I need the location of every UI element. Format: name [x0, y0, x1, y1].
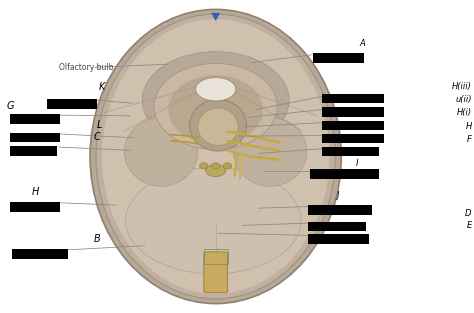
Text: Olfactory bulb: Olfactory bulb — [59, 63, 114, 72]
Text: I: I — [356, 159, 358, 168]
Text: L: L — [97, 120, 102, 130]
Bar — [322, 121, 384, 130]
Ellipse shape — [206, 165, 226, 177]
Ellipse shape — [142, 52, 289, 149]
Text: G: G — [7, 101, 14, 111]
Bar — [308, 234, 369, 244]
Text: H(iii): H(iii) — [452, 82, 472, 91]
Bar — [322, 107, 384, 117]
Bar — [10, 114, 60, 124]
Ellipse shape — [168, 75, 263, 144]
Text: B: B — [94, 234, 100, 244]
Bar — [308, 205, 372, 215]
Ellipse shape — [200, 163, 208, 169]
Ellipse shape — [90, 9, 341, 304]
Text: E: E — [466, 221, 472, 230]
Ellipse shape — [195, 77, 236, 101]
Text: H(i): H(i) — [456, 108, 472, 117]
FancyBboxPatch shape — [204, 252, 228, 293]
Ellipse shape — [154, 63, 277, 149]
Ellipse shape — [102, 19, 329, 294]
Bar — [322, 94, 384, 103]
Bar — [322, 134, 384, 143]
Bar — [308, 222, 366, 231]
Bar — [322, 147, 379, 156]
Ellipse shape — [96, 14, 336, 299]
Ellipse shape — [124, 117, 198, 186]
Ellipse shape — [190, 100, 246, 151]
Text: u(ii): u(ii) — [455, 95, 472, 104]
Text: J: J — [337, 191, 339, 200]
Ellipse shape — [198, 108, 238, 146]
Ellipse shape — [223, 163, 232, 169]
Polygon shape — [212, 13, 219, 20]
Text: D: D — [465, 208, 472, 218]
Text: H: H — [32, 187, 39, 197]
Bar — [12, 249, 68, 259]
Bar — [47, 99, 97, 109]
Bar — [10, 133, 60, 142]
Ellipse shape — [211, 163, 220, 169]
Bar — [10, 146, 57, 156]
Text: A: A — [359, 39, 365, 48]
Ellipse shape — [233, 117, 307, 186]
Text: K: K — [99, 82, 105, 92]
Bar — [310, 169, 379, 179]
Text: H: H — [465, 121, 472, 131]
Bar — [10, 202, 60, 212]
Bar — [313, 53, 364, 63]
Bar — [204, 249, 228, 264]
Text: C: C — [94, 132, 100, 142]
Text: F: F — [467, 135, 472, 144]
Ellipse shape — [126, 167, 301, 274]
